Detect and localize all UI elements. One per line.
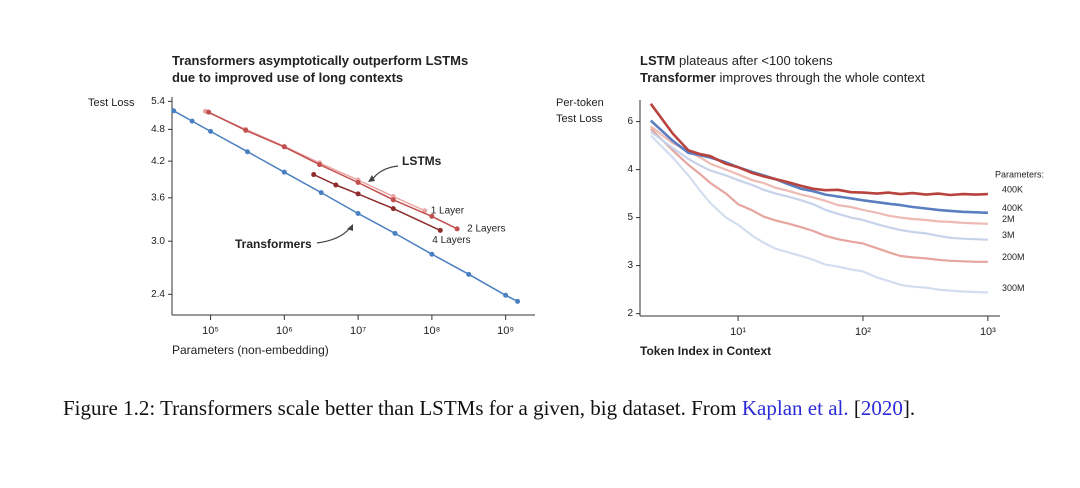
series-label: 2 Layers xyxy=(467,223,505,234)
series-line xyxy=(313,173,441,232)
title-text: improves through the whole context xyxy=(716,70,925,85)
title-bold: Transformers asymptotically outperform L… xyxy=(172,53,468,68)
y-axis-label: Test Loss xyxy=(88,97,135,109)
y-tick-label: 6 xyxy=(627,116,633,127)
data-point xyxy=(355,211,361,217)
y-tick-label: 2.4 xyxy=(151,289,165,300)
data-point xyxy=(392,230,398,236)
data-point xyxy=(281,169,287,175)
legend-label: 300M xyxy=(1002,283,1025,293)
series-line xyxy=(649,103,988,197)
data-point xyxy=(317,162,323,168)
y-tick-label: 3 xyxy=(627,260,633,271)
arrow-head xyxy=(347,224,353,231)
y-axis-label: Per-token xyxy=(556,97,604,109)
legend-label: 400K xyxy=(1002,203,1023,213)
data-point xyxy=(208,128,214,134)
y-tick-label: 2 xyxy=(627,308,633,319)
y-tick-label: 4.2 xyxy=(151,156,165,167)
data-point xyxy=(333,182,339,188)
chart-title: due to improved use of long contexts xyxy=(172,70,403,85)
caption-bracket: ]. xyxy=(902,396,916,420)
x-tick-label: 10⁵ xyxy=(202,325,219,337)
title-bold: LSTM xyxy=(640,53,675,68)
x-axis-label: Token Index in Context xyxy=(640,344,771,358)
citation-year[interactable]: 2020 xyxy=(860,396,903,420)
x-tick-label: 10⁶ xyxy=(276,325,293,337)
title-text: plateaus after <100 tokens xyxy=(675,53,833,68)
arrow xyxy=(316,227,351,244)
data-point xyxy=(429,213,435,219)
y-tick-label: 3.6 xyxy=(151,192,165,203)
data-point xyxy=(429,251,435,257)
data-point xyxy=(390,206,396,212)
y-tick-label: 4.8 xyxy=(151,124,165,135)
data-point xyxy=(355,191,361,197)
data-point xyxy=(244,149,250,155)
legend-title: Parameters: xyxy=(995,169,1044,179)
series-line xyxy=(650,125,988,225)
arrow-head xyxy=(368,175,375,182)
chart-title: LSTM plateaus after <100 tokens xyxy=(640,53,833,68)
title-bold: Transformer xyxy=(640,70,716,85)
data-point xyxy=(171,108,177,114)
chart-title: Transformer improves through the whole c… xyxy=(640,70,925,85)
series-label: 1 Layer xyxy=(431,205,465,216)
series-line xyxy=(650,130,988,241)
legend-label: 2M xyxy=(1002,214,1015,224)
data-point xyxy=(281,144,287,150)
y-tick-label: 4 xyxy=(627,164,633,175)
legend-label: 200M xyxy=(1002,252,1025,262)
series-line xyxy=(173,110,518,302)
caption: Figure 1.2: Transformers scale better th… xyxy=(63,393,1025,423)
x-axis-label: Parameters (non-embedding) xyxy=(172,343,329,357)
data-point xyxy=(206,109,212,115)
chart-title: Transformers asymptotically outperform L… xyxy=(172,53,468,68)
data-point xyxy=(437,227,443,233)
data-point xyxy=(515,298,521,304)
x-tick-label: 10⁸ xyxy=(423,325,440,337)
x-tick-label: 10⁷ xyxy=(350,325,366,337)
series-label: 4 Layers xyxy=(432,235,470,246)
y-axis-label: Test Loss xyxy=(556,113,603,125)
x-tick-label: 10² xyxy=(855,326,871,338)
data-point xyxy=(454,226,460,232)
citation-author[interactable]: Kaplan et al. xyxy=(741,396,849,420)
legend-label: 400K xyxy=(1002,184,1023,194)
data-point xyxy=(318,190,324,196)
data-point xyxy=(243,127,249,133)
data-point xyxy=(311,172,317,178)
caption-text: Figure 1.2: Transformers scale better th… xyxy=(63,396,742,420)
data-point xyxy=(503,292,509,298)
series-line xyxy=(650,128,988,263)
caption-bracket: [ xyxy=(848,396,861,420)
data-point xyxy=(355,179,361,185)
x-tick-label: 10³ xyxy=(980,326,996,338)
data-point xyxy=(189,118,195,124)
y-tick-label: 5 xyxy=(627,212,633,223)
series-label: Transformers xyxy=(235,237,312,251)
series-line xyxy=(208,111,458,230)
y-tick-label: 3.0 xyxy=(151,236,165,247)
data-point xyxy=(390,197,396,203)
series-line xyxy=(650,134,988,294)
title-bold: due to improved use of long contexts xyxy=(172,70,403,85)
data-point xyxy=(466,271,472,277)
x-tick-label: 10⁹ xyxy=(497,325,514,337)
arrow xyxy=(371,165,399,181)
x-tick-label: 10¹ xyxy=(730,326,746,338)
y-tick-label: 5.4 xyxy=(151,96,165,107)
annotation: LSTMs xyxy=(402,154,442,168)
legend-label: 3M xyxy=(1002,230,1015,240)
